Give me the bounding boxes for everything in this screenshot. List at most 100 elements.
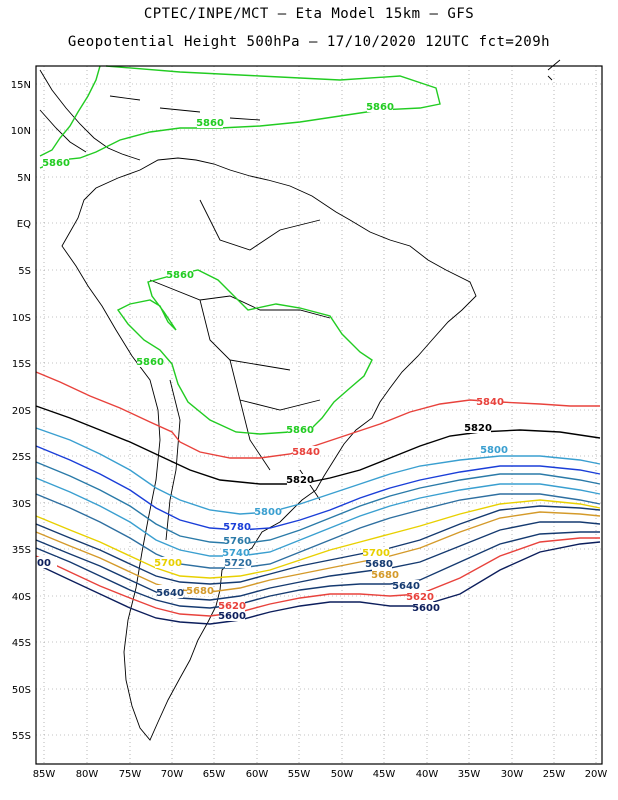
contour-label: 5820: [464, 423, 492, 434]
title-line-1: CPTEC/INPE/MCT – Eta Model 15km – GFS: [143, 6, 475, 22]
lat-label: 35S: [12, 545, 31, 556]
contour-label-bg: [287, 424, 313, 435]
lat-label: 15N: [11, 80, 31, 91]
lat-label: EQ: [17, 219, 31, 230]
contour-5860-brazil: [116, 269, 373, 435]
contour-label: 5860: [136, 357, 164, 368]
contour-label-bg: [224, 521, 250, 532]
contour-label-bg: [187, 585, 213, 596]
contour-label-bg: [363, 547, 389, 558]
contour-5800: [35, 427, 601, 515]
contour-label: 5680: [371, 570, 399, 581]
contour-label-bg: [465, 422, 491, 433]
lon-label: 20W: [585, 769, 608, 780]
contour-label: 5860: [196, 118, 224, 129]
lat-label: 10N: [11, 126, 31, 137]
contour-label-bg: [219, 610, 245, 621]
contour-label: 5740: [222, 548, 250, 559]
lon-label: 50W: [331, 769, 354, 780]
contour-5780: [35, 445, 601, 531]
contour-label-bg: [367, 101, 393, 112]
contour-label: 5840: [476, 397, 504, 408]
lon-label: 25W: [543, 769, 566, 780]
contour-label: 5860: [286, 425, 314, 436]
contour-label: 5860: [42, 158, 70, 169]
contour-label-bg: [413, 602, 439, 613]
contour-label-bg: [477, 396, 503, 407]
contour-label: 5600: [412, 603, 440, 614]
longitude-labels: 85W 80W 75W 70W 65W 60W 55W 50W 45W 40W 35W 30W 25W 2…: [33, 769, 608, 780]
contour-label-bg: [225, 557, 251, 568]
grid-lines: [36, 66, 602, 764]
contour-5720: [35, 493, 601, 569]
contour-labels: 5860 5860 5860 5860 5860 5860 5840 5840 5820 5820…: [31, 101, 508, 622]
lat-label: 15S: [12, 359, 31, 370]
latitude-labels: 15N 10N 5N EQ 5S 10S 15S 20S 25S 30S 35S 40S 45S 50S 5…: [11, 80, 31, 742]
contour-5680-navy: [35, 505, 601, 585]
contour-label: 5680: [365, 559, 393, 570]
contour-label-bg: [155, 557, 181, 568]
contour-label-bg: [137, 356, 163, 367]
contour-label: 5760: [223, 536, 251, 547]
lat-label: 40S: [12, 592, 31, 603]
lon-label: 60W: [246, 769, 269, 780]
contour-label-bg: [31, 557, 57, 568]
contour-label: 5600: [218, 611, 246, 622]
lat-label: 30S: [12, 499, 31, 510]
contour-5860-north: [39, 65, 441, 169]
contour-label: 5700: [362, 548, 390, 559]
title-line-2: Geopotential Height 500hPa – 17/10/2020 …: [67, 34, 551, 50]
contour-5660: [35, 521, 601, 601]
contour-5680-orange: [35, 511, 601, 593]
contour-label-bg: [167, 269, 193, 280]
contour-5740: [35, 477, 601, 557]
contour-label: 5620: [406, 592, 434, 603]
lat-label: 20S: [12, 406, 31, 417]
lat-label: 10S: [12, 313, 31, 324]
contour-label: 5860: [166, 270, 194, 281]
islands-caribbean: [109, 59, 561, 121]
contour-label: 5720: [224, 558, 252, 569]
lon-label: 30W: [501, 769, 524, 780]
contour-label: 5620: [218, 601, 246, 612]
contour-label-bg: [372, 569, 398, 580]
lon-label: 35W: [458, 769, 481, 780]
contour-label-bg: [43, 157, 69, 168]
map-frame: [35, 65, 603, 765]
border-lines: [149, 199, 331, 541]
contour-label: 5820: [286, 475, 314, 486]
contour-5600: [35, 541, 601, 625]
contour-5760: [35, 461, 601, 545]
lat-label: 5S: [18, 266, 31, 277]
contour-label: 5640: [392, 581, 420, 592]
contour-label: 5860: [366, 102, 394, 113]
lon-label: 70W: [161, 769, 184, 780]
contour-label-bg: [219, 600, 245, 611]
lat-label: 45S: [12, 638, 31, 649]
lon-label: 75W: [119, 769, 142, 780]
contour-label: 5800: [480, 445, 508, 456]
contour-label-bg: [197, 117, 223, 128]
lon-label: 80W: [76, 769, 99, 780]
contour-label: 5700: [154, 558, 182, 569]
contour-label-bg: [157, 587, 183, 598]
lon-label: 45W: [373, 769, 396, 780]
lat-label: 5N: [17, 173, 31, 184]
south-america-coast: [61, 157, 477, 741]
contour-label: 5800: [254, 507, 282, 518]
contour-label-bg: [287, 474, 313, 485]
contour-label-bg: [481, 444, 507, 455]
contour-label: 00: [37, 558, 51, 569]
contour-5840: [35, 371, 600, 459]
lon-label: 65W: [203, 769, 226, 780]
contour-label-bg: [393, 580, 419, 591]
lat-label: 25S: [12, 452, 31, 463]
lat-label: 55S: [12, 731, 31, 742]
height-contours: [35, 65, 601, 625]
lon-label: 85W: [33, 769, 56, 780]
contour-label: 5780: [223, 522, 251, 533]
contour-5700: [35, 499, 601, 579]
contour-label-bg: [224, 535, 250, 546]
contour-label-bg: [407, 591, 433, 602]
